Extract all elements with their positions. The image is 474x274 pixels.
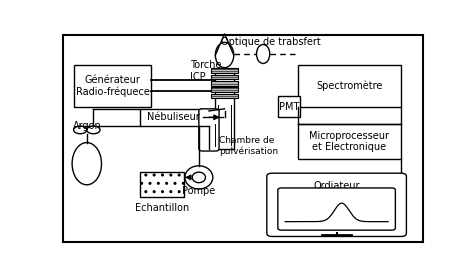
FancyBboxPatch shape: [278, 188, 395, 230]
Circle shape: [87, 126, 100, 134]
Text: Chambre de
pulvérisation: Chambre de pulvérisation: [219, 136, 278, 156]
FancyBboxPatch shape: [211, 68, 238, 73]
Ellipse shape: [185, 166, 213, 189]
FancyBboxPatch shape: [211, 87, 238, 92]
Text: Microprocesseur
et Electronique: Microprocesseur et Electronique: [310, 131, 390, 152]
FancyBboxPatch shape: [298, 64, 401, 107]
Text: Spectromètre: Spectromètre: [316, 80, 383, 91]
Text: Argon: Argon: [73, 121, 101, 131]
FancyBboxPatch shape: [211, 75, 238, 79]
Ellipse shape: [256, 44, 270, 64]
FancyBboxPatch shape: [63, 35, 423, 242]
FancyBboxPatch shape: [278, 96, 300, 117]
Text: Echantillon: Echantillon: [135, 203, 189, 213]
FancyBboxPatch shape: [199, 109, 219, 151]
Text: Nébuliseur: Nébuliseur: [147, 112, 200, 122]
Text: Pompe: Pompe: [182, 186, 216, 196]
Ellipse shape: [72, 142, 101, 185]
Circle shape: [73, 126, 87, 134]
Text: Générateur
Radio-fréquece: Générateur Radio-fréquece: [75, 75, 149, 97]
FancyBboxPatch shape: [267, 173, 406, 236]
Bar: [140, 172, 184, 198]
FancyBboxPatch shape: [211, 81, 238, 85]
Ellipse shape: [192, 172, 205, 183]
Ellipse shape: [215, 42, 234, 68]
FancyBboxPatch shape: [74, 64, 151, 107]
Text: Optique de trabsfert: Optique de trabsfert: [221, 37, 320, 47]
FancyBboxPatch shape: [211, 94, 238, 98]
Text: Ordiateur: Ordiateur: [313, 181, 360, 190]
FancyBboxPatch shape: [298, 124, 401, 159]
FancyBboxPatch shape: [140, 109, 206, 126]
Text: PMT: PMT: [279, 102, 299, 112]
Text: Torche
ICP: Torche ICP: [190, 60, 221, 82]
